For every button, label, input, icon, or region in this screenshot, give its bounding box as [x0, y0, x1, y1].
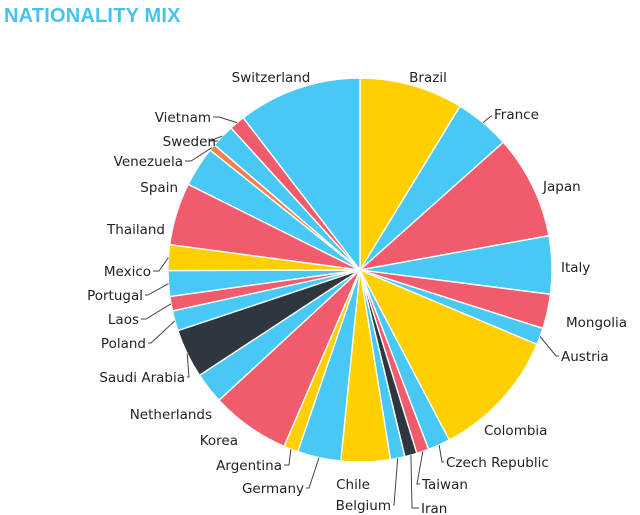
leader-line-sweden	[209, 135, 223, 142]
slice-label-mongolia: Mongolia	[566, 315, 627, 331]
slice-label-france: France	[494, 107, 539, 123]
slice-label-thailand: Thailand	[106, 222, 165, 238]
slice-label-venezuela: Venezuela	[114, 154, 183, 170]
slice-label-sweden: Sweden	[163, 134, 216, 150]
slice-label-czech-republic: Czech Republic	[446, 455, 549, 471]
leader-line-saudi-arabia	[186, 353, 190, 378]
slice-label-poland: Poland	[101, 336, 146, 352]
slice-label-italy: Italy	[561, 260, 590, 276]
slice-labels: Brazil France Japan Italy Mongolia Austria Col…	[87, 70, 627, 515]
leader-line-austria	[539, 336, 559, 357]
slice-label-saudi-arabia: Saudi Arabia	[99, 370, 185, 386]
leader-line-mexico	[153, 257, 169, 272]
chart-title: NATIONALITY MIX	[4, 5, 181, 27]
pie-slice-japan	[357, 141, 550, 272]
slice-label-laos: Laos	[108, 312, 139, 328]
leader-line-poland	[148, 320, 176, 344]
leader-line-vietnam	[213, 116, 238, 124]
slice-label-mexico: Mexico	[104, 264, 151, 280]
slice-label-netherlands: Netherlands	[130, 407, 212, 423]
pie-slice-colombia	[358, 268, 538, 441]
slice-label-germany: Germany	[242, 481, 304, 497]
leader-line-argentina	[284, 449, 292, 466]
slice-label-portugal: Portugal	[87, 288, 143, 304]
pie-slice-switzerland	[242, 77, 361, 273]
slice-label-korea: Korea	[200, 433, 238, 449]
slice-label-chile: Chile	[336, 477, 370, 493]
slice-label-colombia: Colombia	[484, 423, 547, 439]
slice-label-japan: Japan	[542, 179, 581, 195]
leader-line-belgium	[393, 458, 399, 506]
slice-label-switzerland: Switzerland	[232, 70, 311, 86]
pie-slice-brazil	[359, 77, 462, 273]
slice-label-argentina: Argentina	[216, 458, 282, 474]
leader-line-portugal	[145, 283, 169, 296]
slice-label-vietnam: Vietnam	[155, 110, 211, 126]
pie-slices	[167, 77, 553, 463]
leader-line-iran	[410, 455, 419, 509]
label-leader-lines	[141, 115, 559, 509]
slice-label-spain: Spain	[140, 180, 178, 196]
leader-line-taiwan	[416, 451, 424, 485]
leader-line-laos	[141, 303, 172, 320]
slice-label-brazil: Brazil	[409, 70, 447, 86]
leader-line-czech-republic	[438, 444, 444, 463]
leader-line-france	[482, 115, 492, 123]
slice-label-austria: Austria	[561, 349, 609, 365]
slice-label-iran: Iran	[421, 501, 447, 515]
leader-line-germany	[306, 457, 320, 489]
slice-label-belgium: Belgium	[336, 498, 391, 514]
slice-label-taiwan: Taiwan	[421, 477, 468, 493]
leader-line-venezuela	[185, 146, 213, 162]
